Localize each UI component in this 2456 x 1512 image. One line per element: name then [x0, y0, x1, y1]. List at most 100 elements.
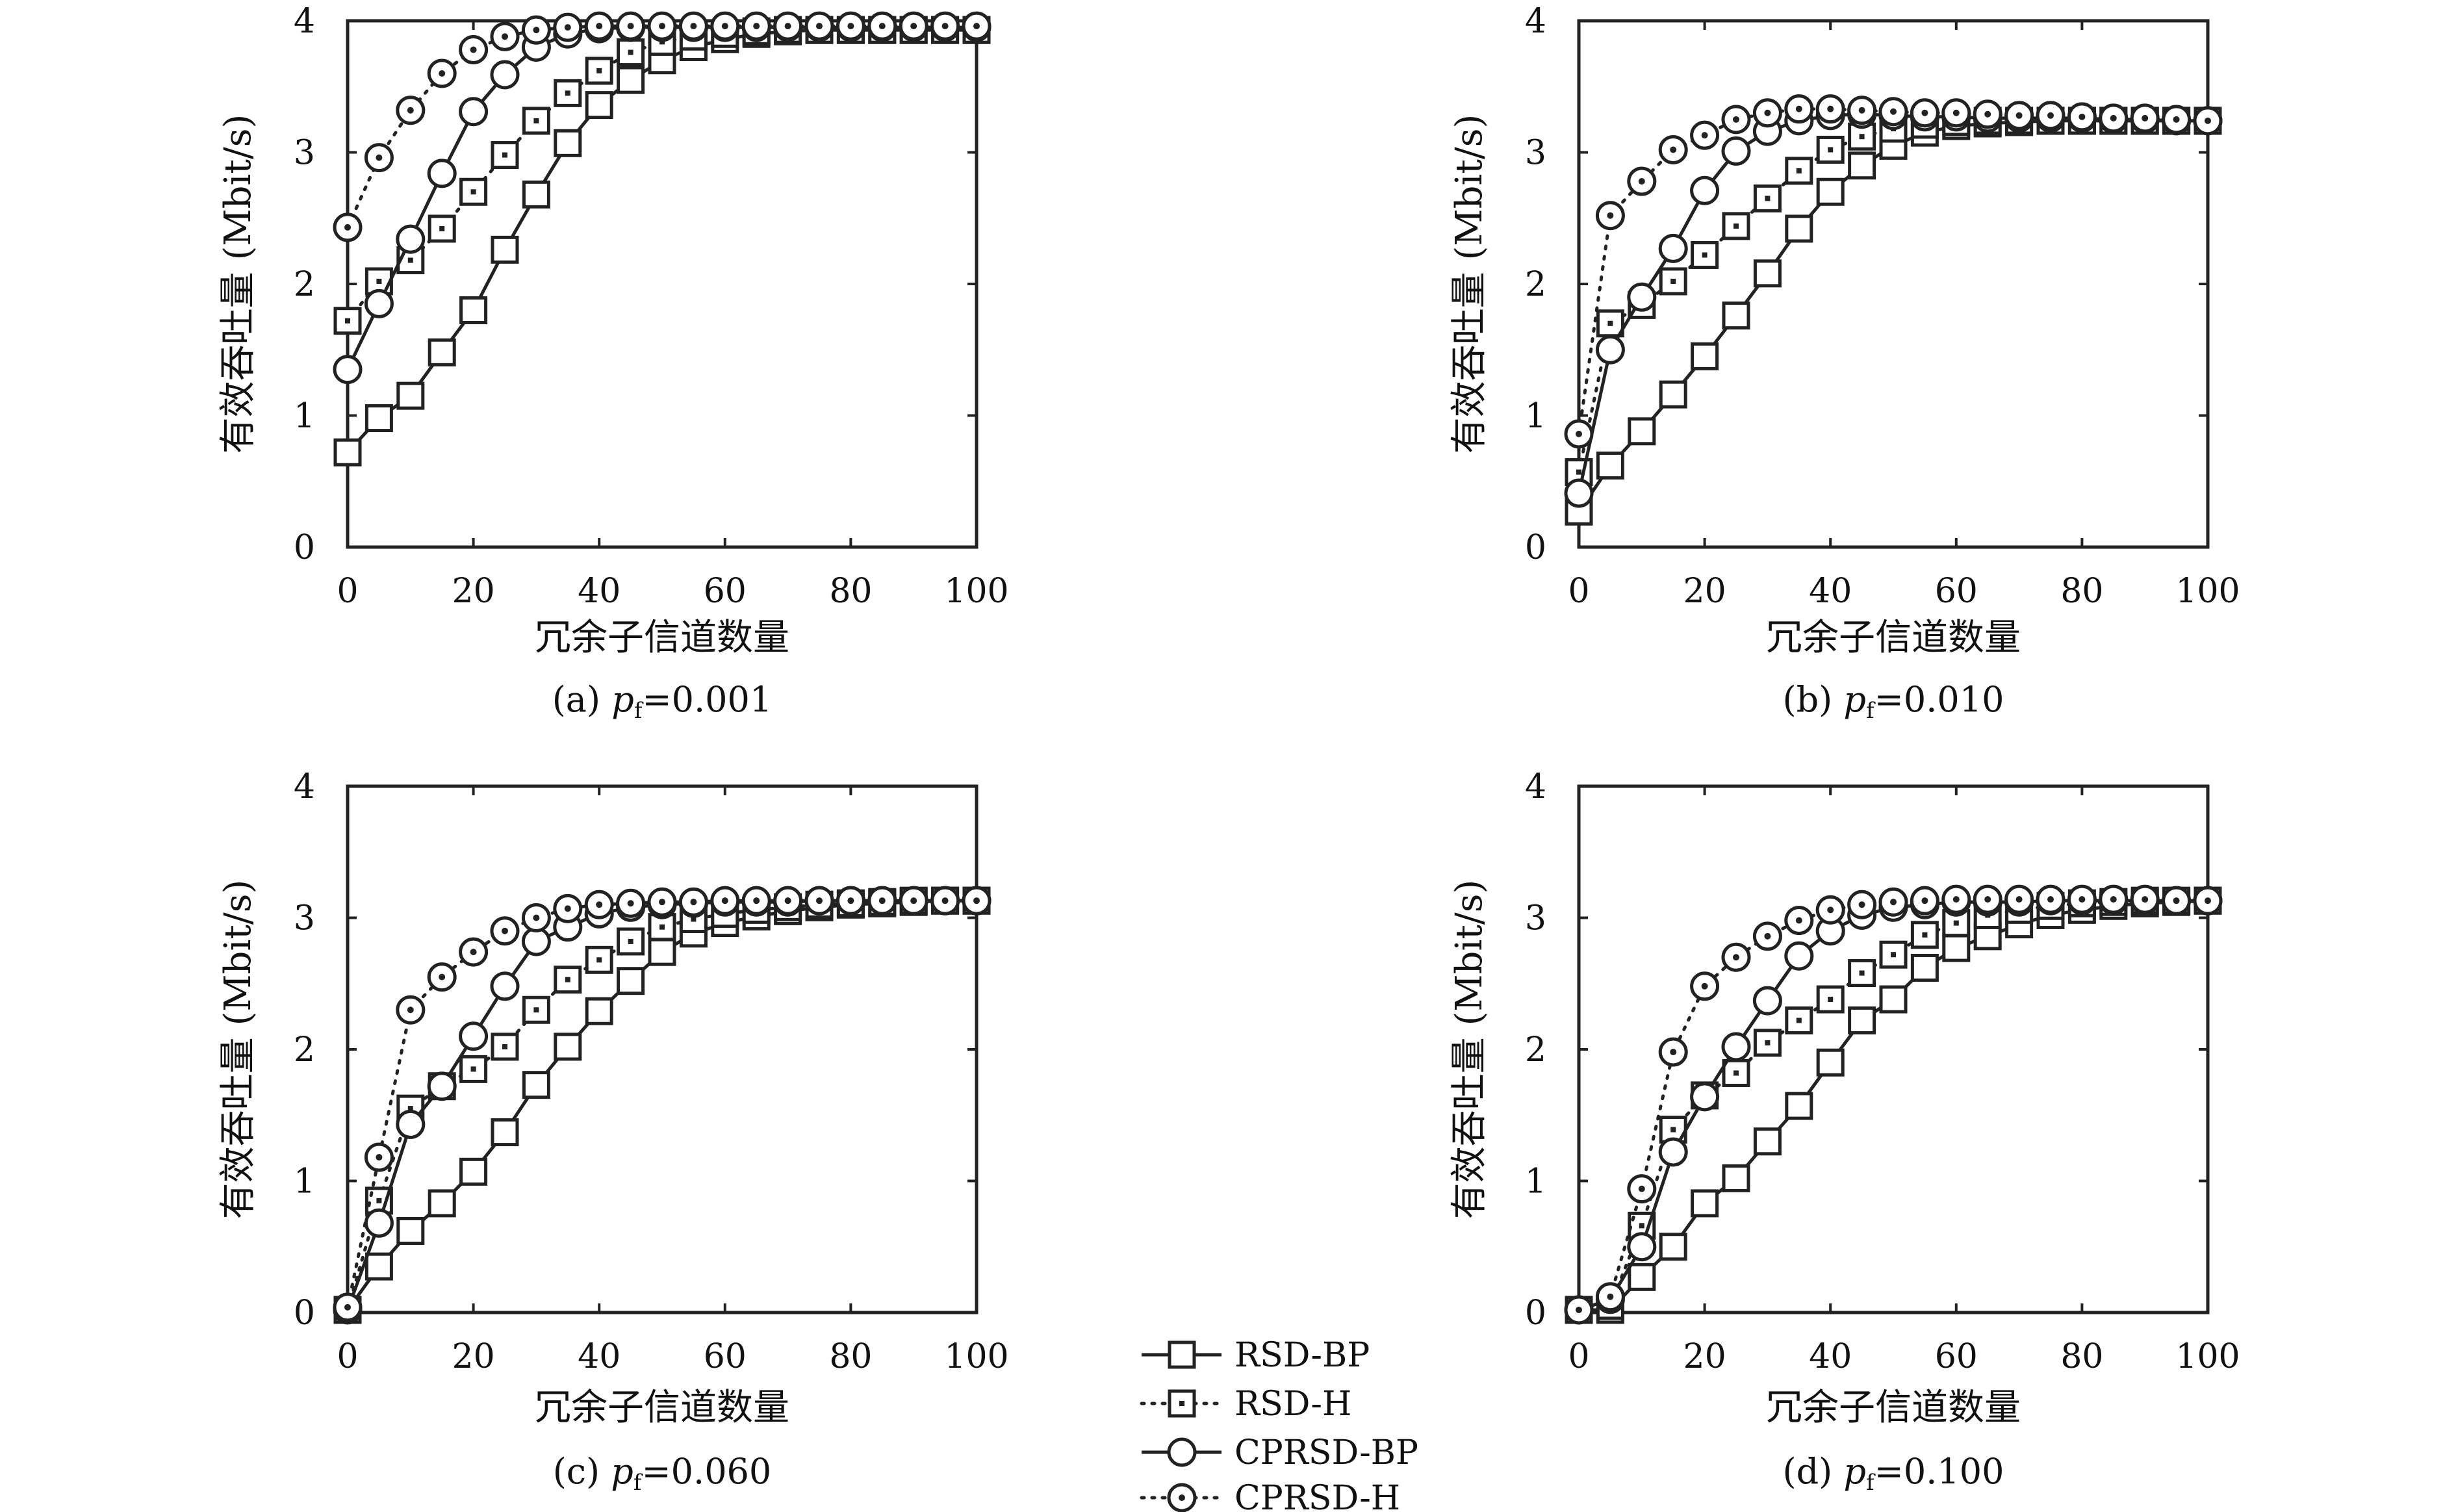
data-point-dot — [470, 189, 476, 195]
series-cprsd-bp — [1564, 99, 2223, 508]
data-point-dot — [847, 897, 854, 904]
data-point-dot — [1952, 109, 1960, 116]
chart-panel-b: 0 20 40 60 80 100 0 1 2 3 4 冗余子信道数量 有效吞吐量 (Mbit/s) (b… — [1448, 2, 2240, 724]
x-tick-label: 40 — [1809, 1337, 1852, 1376]
data-point-dot — [1796, 1018, 1802, 1023]
x-tick-label: 60 — [1935, 1337, 1978, 1376]
x-axis-label: 冗余子信道数量 — [535, 617, 789, 659]
chart-caption: (d) pf=0.100 — [1783, 1451, 2004, 1496]
x-tick-label: 0 — [337, 1337, 358, 1376]
data-point-rsd-bp — [1785, 1092, 1813, 1120]
data-point-cprsd-bp — [459, 1021, 489, 1051]
y-tick-label: 0 — [294, 528, 315, 567]
data-point-dot — [407, 257, 413, 263]
data-point-dot — [502, 1044, 507, 1049]
x-tick-label: 0 — [1568, 1337, 1589, 1376]
data-point-dot — [1670, 146, 1677, 153]
x-tick-label: 20 — [452, 572, 495, 611]
caption-variable: p — [1843, 679, 1866, 720]
data-point-dot — [1638, 178, 1645, 185]
caption-value: =0.010 — [1874, 679, 2004, 720]
data-point-dot — [502, 152, 507, 158]
y-tick-label: 3 — [1525, 134, 1546, 173]
data-point-dot — [1984, 110, 1991, 118]
data-point-rsd-bp — [428, 338, 456, 366]
caption-subscript: f — [1866, 1470, 1876, 1496]
data-point-dot — [941, 897, 949, 904]
data-point-dot — [1765, 1040, 1771, 1045]
data-point-rsd-bp — [1753, 259, 1782, 288]
data-point-dot — [1607, 320, 1613, 326]
legend-marker-rsd-h-dot — [1179, 1401, 1184, 1406]
data-point-rsd-bp — [1722, 301, 1750, 330]
data-point-rsd-bp — [554, 129, 582, 157]
data-point-dot — [721, 897, 728, 904]
data-point-cprsd-bp — [333, 355, 363, 385]
series-cprsd-h — [333, 886, 991, 1322]
data-point-dot — [628, 49, 633, 55]
data-point-cprsd-bp — [1627, 1232, 1657, 1262]
legend-label-rsd-bp: RSD-BP — [1234, 1336, 1370, 1375]
data-point-dot — [1890, 108, 1897, 115]
data-point-dot — [784, 23, 791, 30]
data-point-dot — [2110, 114, 2117, 122]
data-point-cprsd-bp — [1690, 1082, 1720, 1112]
data-point-dot — [596, 957, 602, 963]
data-point-rsd-bp — [459, 1157, 488, 1186]
legend-marker-cprsd-bp — [1167, 1437, 1197, 1467]
chart-caption: (b) pf=0.010 — [1783, 679, 2004, 724]
data-point-dot — [344, 1303, 351, 1311]
data-point-dot — [1795, 105, 1802, 112]
y-tick-label: 1 — [1525, 397, 1546, 436]
y-tick-label: 4 — [294, 767, 315, 806]
x-tick-label: 40 — [578, 572, 620, 611]
data-point-dot — [2015, 112, 2023, 119]
y-tick-label: 3 — [1525, 899, 1546, 938]
data-point-dot — [1891, 952, 1896, 958]
data-point-rsd-bp — [617, 967, 645, 995]
data-point-dot — [2205, 897, 2211, 904]
data-point-rsd-bp — [459, 296, 488, 324]
data-point-dot — [1922, 932, 1928, 938]
data-point-cprsd-bp — [1564, 478, 1594, 508]
x-tick-label: 80 — [2060, 1337, 2103, 1376]
x-tick-label: 60 — [704, 572, 747, 611]
data-point-rsd-bp — [585, 997, 613, 1025]
y-tick-label: 0 — [1525, 528, 1546, 567]
caption-variable: p — [1843, 1451, 1866, 1492]
data-point-rsd-bp — [1659, 1233, 1687, 1261]
data-point-rsd-h — [1659, 267, 1687, 296]
data-point-dot — [1858, 107, 1865, 114]
data-point-rsd-bp — [428, 1189, 456, 1218]
series-cprsd-h — [1564, 94, 2223, 449]
x-tick-label: 0 — [1568, 572, 1589, 611]
data-point-rsd-bp — [554, 1032, 582, 1061]
data-point-rsd-bp — [1753, 1127, 1782, 1156]
data-point-rsd-bp — [585, 91, 613, 120]
data-point-dot — [345, 318, 350, 324]
data-point-dot — [1607, 212, 1614, 219]
data-point-dot — [753, 23, 760, 30]
data-point-cprsd-bp — [427, 1071, 457, 1101]
x-tick-label: 20 — [1683, 1337, 1726, 1376]
data-point-rsd-h — [585, 945, 613, 974]
data-point-dot — [533, 914, 540, 921]
data-point-rsd-bp — [1816, 1048, 1845, 1077]
data-point-dot — [910, 23, 917, 30]
data-point-dot — [1576, 469, 1581, 475]
data-point-dot — [1952, 896, 1960, 903]
data-point-dot — [1827, 906, 1834, 914]
chart-panel-a: 0 20 40 60 80 100 0 1 2 3 4 冗余子信道数量 有效吞吐量 (Mbit/s) (a… — [217, 2, 1009, 724]
y-tick-label: 4 — [1525, 2, 1546, 41]
legend-entry-rsd-bp: RSD-BP — [1142, 1336, 1370, 1375]
data-point-rsd-bp — [1879, 985, 1908, 1014]
caption-prefix: (d) — [1783, 1451, 1844, 1492]
data-point-dot — [1733, 1070, 1739, 1076]
data-point-dot — [816, 23, 823, 30]
data-point-dot — [2015, 896, 2023, 903]
data-point-dot — [1859, 970, 1865, 976]
legend-label-cprsd-h: CPRSD-H — [1234, 1479, 1400, 1512]
data-point-rsd-bp — [1596, 451, 1624, 480]
data-point-rsd-bp — [522, 180, 550, 209]
y-tick-label: 2 — [1525, 265, 1546, 304]
